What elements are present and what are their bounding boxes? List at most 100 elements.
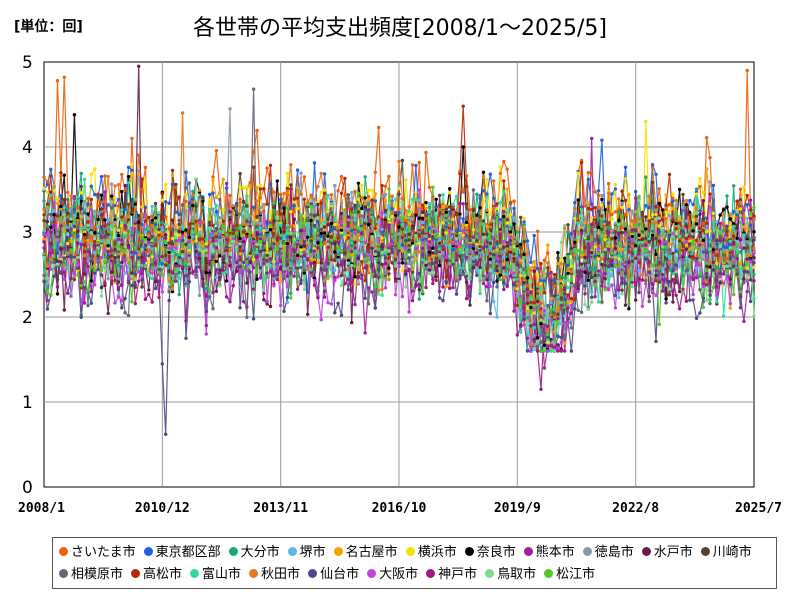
data-point <box>366 250 371 254</box>
data-point <box>620 205 624 210</box>
data-point <box>563 297 567 302</box>
data-point <box>559 300 563 305</box>
data-point <box>214 242 219 246</box>
data-point <box>96 254 100 258</box>
data-point <box>573 240 577 244</box>
data-point <box>728 260 732 265</box>
data-point <box>661 241 665 245</box>
data-point <box>42 207 46 212</box>
data-point <box>728 264 732 268</box>
data-point <box>495 264 499 269</box>
data-point <box>485 192 489 196</box>
data-point <box>458 270 462 274</box>
data-point <box>623 247 628 251</box>
chart-title: 各世帯の平均支出頻度[2008/1～2025/5] <box>193 16 607 41</box>
data-point <box>532 301 536 305</box>
data-point <box>448 191 452 195</box>
data-point <box>221 265 225 269</box>
data-point <box>650 289 655 293</box>
data-point <box>285 171 290 176</box>
data-point <box>620 230 624 235</box>
data-point <box>285 285 290 289</box>
data-point <box>667 268 672 272</box>
data-point <box>596 189 601 193</box>
data-point <box>664 283 668 287</box>
data-point <box>45 264 50 268</box>
data-point <box>241 215 246 219</box>
data-point <box>630 209 634 213</box>
data-point <box>383 192 388 197</box>
data-point <box>593 273 597 278</box>
data-point <box>373 226 377 231</box>
data-point <box>164 239 168 244</box>
data-point <box>393 237 398 241</box>
data-point <box>610 258 614 262</box>
data-point <box>109 212 114 216</box>
data-point <box>370 246 374 250</box>
data-point <box>752 230 756 234</box>
data-point <box>549 299 553 303</box>
data-point <box>488 284 492 289</box>
data-point <box>238 244 242 248</box>
data-point <box>140 239 144 243</box>
data-point <box>126 258 131 262</box>
data-point <box>251 317 256 321</box>
data-point <box>164 245 168 249</box>
data-point <box>339 225 344 230</box>
data-point <box>613 236 618 240</box>
data-point <box>644 221 648 225</box>
data-point <box>143 238 148 242</box>
data-point <box>197 256 202 261</box>
data-point <box>728 282 732 287</box>
data-point <box>360 227 364 231</box>
data-point <box>333 230 337 234</box>
data-point <box>167 282 171 286</box>
data-point <box>458 242 462 246</box>
data-point <box>93 250 97 255</box>
data-point <box>133 202 137 206</box>
data-point <box>563 286 567 290</box>
data-point <box>120 248 124 252</box>
data-point <box>336 246 340 251</box>
data-point <box>52 220 56 225</box>
data-point <box>312 231 317 236</box>
data-point <box>515 226 519 230</box>
data-point <box>387 223 391 227</box>
data-point <box>292 274 296 278</box>
data-point <box>170 241 175 246</box>
data-point <box>126 202 131 206</box>
data-point <box>701 211 705 215</box>
data-point <box>380 274 384 279</box>
data-point <box>735 242 739 247</box>
data-point <box>434 275 438 279</box>
data-point <box>130 283 134 288</box>
data-point <box>258 239 263 244</box>
data-point <box>448 219 452 224</box>
data-point <box>373 192 377 196</box>
data-point <box>721 245 726 249</box>
data-point <box>492 299 496 304</box>
data-point <box>559 335 563 340</box>
data-point <box>444 207 448 211</box>
data-point <box>698 226 702 231</box>
data-point <box>343 222 347 226</box>
data-point <box>427 256 432 260</box>
data-point <box>238 197 242 201</box>
data-point <box>262 298 266 302</box>
data-point <box>72 271 77 276</box>
data-point <box>312 270 317 274</box>
data-point <box>251 150 256 154</box>
data-point <box>187 235 192 240</box>
data-point <box>346 196 350 201</box>
data-point <box>72 258 77 262</box>
data-point <box>498 221 503 225</box>
data-point <box>586 263 590 267</box>
data-point <box>647 299 651 304</box>
data-point <box>644 243 648 247</box>
data-point <box>441 212 445 216</box>
data-point <box>606 237 611 241</box>
data-point <box>208 292 212 296</box>
data-point <box>123 311 127 315</box>
data-point <box>329 267 334 271</box>
data-point <box>603 226 607 230</box>
